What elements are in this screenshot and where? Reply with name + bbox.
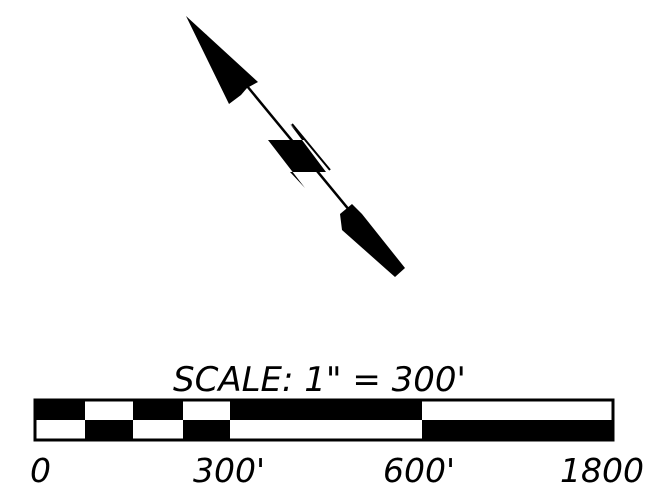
scale-bar-segment xyxy=(85,420,133,440)
scale-tick-label: 0 xyxy=(30,451,51,490)
scale-tick-label: 600' xyxy=(383,451,455,490)
north-arrow-tail xyxy=(340,204,405,277)
north-arrow-head xyxy=(186,16,258,104)
north-arrow-icon xyxy=(186,16,405,277)
scale-bar-segment xyxy=(422,420,613,440)
scale-bar-segment xyxy=(35,400,85,420)
scale-tick-label: 1800 xyxy=(560,451,644,490)
scale-bar xyxy=(33,398,615,442)
north-arrow-break xyxy=(268,124,326,188)
scale-bar-segment xyxy=(230,400,422,420)
scale-bar-segment xyxy=(183,420,230,440)
north-arrow-shaft-secondary xyxy=(291,123,331,171)
scale-label: SCALE: 1" = 300' xyxy=(173,360,466,400)
scale-tick-label: 300' xyxy=(193,451,265,490)
scale-bar-segment xyxy=(133,400,183,420)
